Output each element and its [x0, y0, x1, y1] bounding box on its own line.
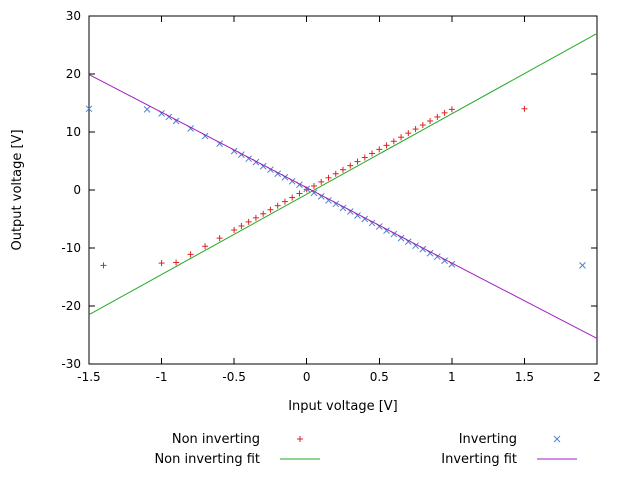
y-axis-title: Output voltage [V]	[10, 129, 25, 250]
x-tick-label: 1	[448, 370, 456, 384]
series-inverting-fit-line	[88, 74, 598, 339]
x-axis-title: Input voltage [V]	[288, 399, 398, 414]
y-tick-label: 10	[66, 125, 81, 139]
y-tick-label: -20	[61, 299, 81, 313]
x-tick-label: 1.5	[515, 370, 534, 384]
x-tick-label: 2	[593, 370, 601, 384]
legend-sample-inverting	[553, 435, 561, 443]
y-tick-label: 30	[66, 9, 81, 23]
series-non-inverting-fit-line	[88, 32, 598, 316]
y-tick-label: 20	[66, 67, 81, 81]
legend-label-non-inverting-fit: Non inverting fit	[154, 452, 260, 467]
y-tick-label: -30	[61, 357, 81, 371]
x-tick-label: -0.5	[222, 370, 245, 384]
series-inverting-points	[85, 105, 586, 269]
legend-sample-non-inverting	[297, 436, 303, 442]
legend-label-non-inverting: Non inverting	[172, 432, 260, 447]
y-tick-label: -10	[61, 241, 81, 255]
plot-border	[88, 15, 598, 365]
legend-label-inverting-fit: Inverting fit	[441, 452, 517, 467]
legend-label-inverting: Inverting	[459, 432, 517, 447]
x-tick-label: -1	[156, 370, 168, 384]
x-tick-label: 0	[303, 370, 311, 384]
x-tick-label: 0.5	[370, 370, 389, 384]
series-non-inverting-points	[100, 105, 528, 269]
x-tick-label: -1.5	[77, 370, 100, 384]
chart-generated-layer: -1.5 -1 -0.5 0 0.5 1 1.5 2 -30 -20 -10 0 10 20 30 Non i…	[61, 9, 600, 467]
y-tick-label: 0	[73, 183, 81, 197]
